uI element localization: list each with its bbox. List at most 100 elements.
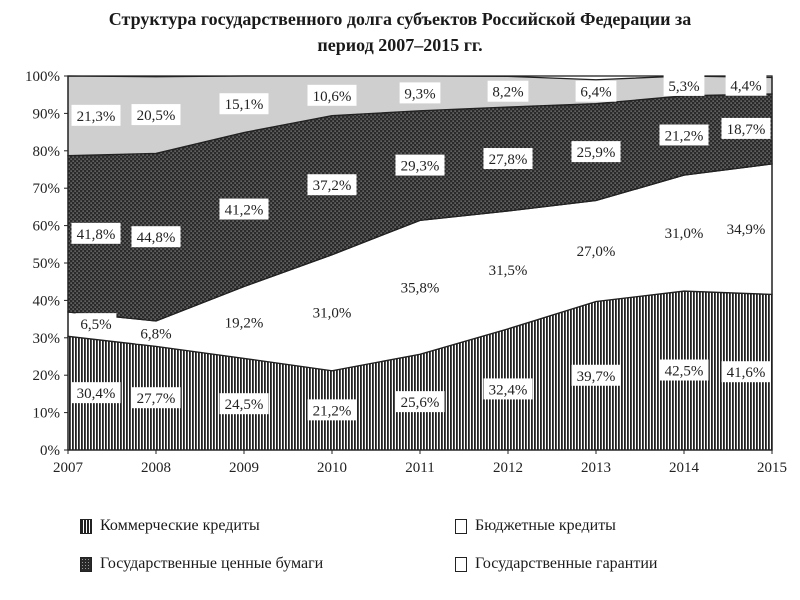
data-label-text: 20,5% — [137, 108, 176, 124]
data-label-bg — [219, 311, 269, 333]
data-label: 44,8% — [131, 226, 181, 248]
legend-label-commercial: Коммерческие кредиты — [100, 517, 260, 534]
data-label-bg — [571, 141, 621, 163]
data-label-bg — [307, 301, 357, 323]
y-tick-label: 10% — [33, 406, 61, 422]
data-label-text: 21,3% — [77, 109, 116, 125]
legend-item-guarantees: Государственные гарантии — [455, 555, 657, 573]
x-tick-label: 2013 — [581, 460, 611, 476]
data-label: 5,3% — [663, 74, 705, 96]
data-label: 9,3% — [399, 82, 441, 104]
data-label-text: 9,3% — [404, 86, 435, 102]
data-label-bg — [483, 378, 533, 400]
data-label-bg — [307, 84, 357, 106]
data-label: 19,2% — [219, 311, 269, 333]
data-label: 34,9% — [721, 218, 771, 240]
data-label: 20,5% — [131, 104, 181, 126]
y-tick-label: 20% — [33, 368, 61, 384]
legend-swatch-commercial — [80, 518, 92, 534]
data-label-text: 4,4% — [730, 79, 761, 95]
data-label-text: 29,3% — [401, 159, 440, 175]
data-label: 6,5% — [75, 313, 117, 335]
data-label: 30,4% — [71, 382, 121, 404]
data-label-text: 15,1% — [225, 97, 264, 113]
data-label-text: 44,8% — [137, 230, 176, 246]
data-label-text: 6,5% — [80, 317, 111, 333]
y-tick-label: 70% — [33, 181, 61, 197]
data-label-text: 6,4% — [580, 85, 611, 101]
data-label: 41,6% — [721, 361, 771, 383]
data-label-bg — [307, 174, 357, 196]
legend-item-budget: Бюджетные кредиты — [455, 517, 616, 535]
legend-label-budget: Бюджетные кредиты — [475, 517, 616, 534]
y-tick-label: 100% — [25, 69, 60, 85]
data-label-bg — [663, 74, 705, 96]
data-label-bg — [575, 80, 617, 102]
data-label-bg — [399, 82, 441, 104]
data-label-bg — [395, 276, 445, 298]
x-tick-label: 2007 — [53, 460, 84, 476]
data-label: 21,2% — [307, 399, 357, 421]
data-label-bg — [131, 226, 181, 248]
data-label-text: 24,5% — [225, 397, 264, 413]
data-label-bg — [307, 399, 357, 421]
x-tick-label: 2011 — [405, 460, 434, 476]
data-label-bg — [71, 104, 121, 126]
y-tick-label: 50% — [33, 256, 61, 272]
data-label-bg — [483, 148, 533, 170]
data-label-bg — [483, 258, 533, 280]
data-label: 35,8% — [395, 276, 445, 298]
data-label-bg — [721, 361, 771, 383]
data-label: 27,0% — [571, 240, 621, 262]
data-label-bg — [71, 222, 121, 244]
chart-title-line1: Структура государственного долга субъект… — [108, 9, 692, 29]
data-label: 32,4% — [483, 378, 533, 400]
data-label-text: 27,7% — [137, 391, 176, 407]
data-label: 37,2% — [307, 174, 357, 196]
data-label: 21,2% — [659, 124, 709, 146]
y-tick-label: 40% — [33, 293, 61, 309]
y-tick-label: 90% — [33, 106, 61, 122]
data-label-text: 30,4% — [77, 386, 116, 402]
y-tick-label: 80% — [33, 144, 61, 160]
legend-swatch-securities — [80, 556, 92, 572]
data-label-text: 6,8% — [140, 327, 171, 343]
legend-swatch-budget — [455, 518, 467, 534]
x-tick-label: 2008 — [141, 460, 171, 476]
x-tick-label: 2010 — [317, 460, 347, 476]
data-label-bg — [71, 382, 121, 404]
data-label-bg — [487, 80, 529, 102]
data-label: 21,3% — [71, 104, 121, 126]
data-label-bg — [219, 93, 269, 115]
chart-title: Структура государственного долга субъект… — [0, 6, 800, 58]
legend-label-securities: Государственные ценные бумаги — [100, 555, 324, 572]
data-label-text: 21,2% — [665, 128, 704, 144]
data-label-text: 41,2% — [225, 203, 264, 219]
data-label-bg — [131, 104, 181, 126]
data-label-text: 10,6% — [313, 89, 352, 105]
data-label: 41,2% — [219, 198, 269, 220]
data-label: 25,9% — [571, 141, 621, 163]
data-label: 29,3% — [395, 154, 445, 176]
data-label-text: 41,8% — [77, 227, 116, 243]
data-label-text: 34,9% — [727, 222, 766, 238]
legend-item-securities: Государственные ценные бумаги — [80, 555, 323, 573]
data-label-bg — [219, 393, 269, 415]
data-label: 8,2% — [487, 80, 529, 102]
data-label-bg — [131, 387, 181, 409]
data-label-text: 37,2% — [313, 178, 352, 194]
data-label-text: 25,9% — [577, 145, 616, 161]
data-label: 18,7% — [721, 117, 771, 139]
data-label-bg — [721, 218, 771, 240]
data-label-text: 5,3% — [668, 79, 699, 95]
data-label-text: 31,0% — [665, 226, 704, 242]
data-label: 31,5% — [483, 258, 533, 280]
x-tick-label: 2015 — [757, 460, 787, 476]
data-label: 31,0% — [659, 222, 709, 244]
data-label-text: 8,2% — [492, 85, 523, 101]
data-label: 24,5% — [219, 393, 269, 415]
data-label-text: 27,8% — [489, 152, 528, 168]
data-label-text: 18,7% — [727, 122, 766, 138]
legend-item-commercial: Коммерческие кредиты — [80, 517, 260, 535]
